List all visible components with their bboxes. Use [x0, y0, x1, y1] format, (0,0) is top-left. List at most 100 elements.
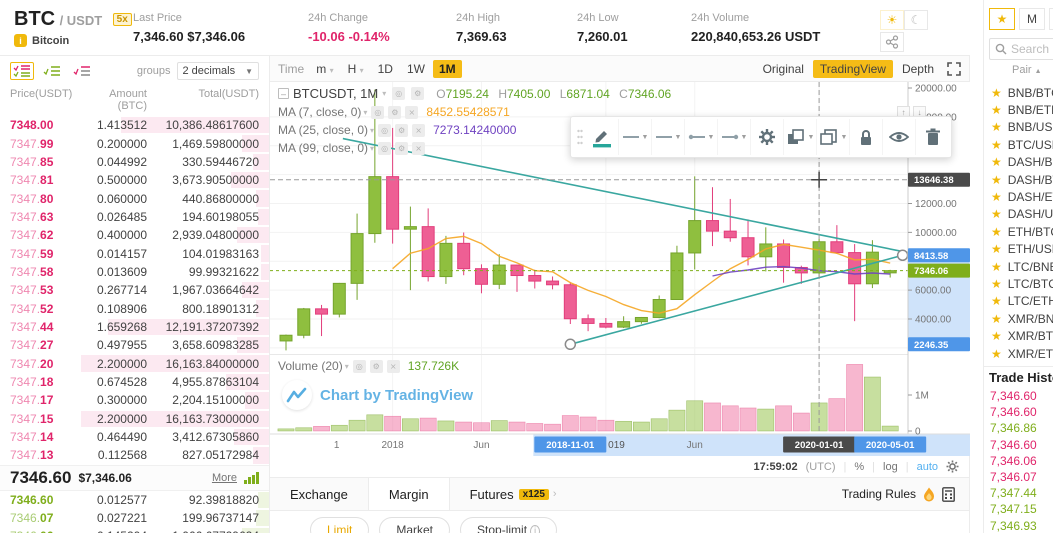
gear-icon[interactable]: ⚙ — [411, 87, 425, 100]
ask-row[interactable]: 7347.80 0.060000 440.86800000 — [0, 189, 269, 207]
star-icon[interactable]: ★ — [991, 242, 1002, 257]
chevron-down-icon[interactable]: ▾ — [382, 89, 387, 98]
pair-list-item[interactable]: ★ DASH/US — [984, 206, 1053, 223]
percent-scale-toggle[interactable]: % — [854, 460, 865, 473]
star-icon[interactable]: ★ — [991, 276, 1002, 291]
view-tradingview[interactable]: TradingView — [812, 59, 893, 78]
pair-list-item[interactable]: ★ XMR/BTC — [984, 327, 1053, 344]
market-tab-b[interactable]: B — [1049, 8, 1053, 30]
ask-row[interactable]: 7347.44 1.659268 12,191.37207392 — [0, 318, 269, 336]
eye-icon[interactable]: ◎ — [378, 123, 392, 137]
trading-rules-link[interactable]: Trading Rules — [842, 478, 969, 510]
view-depth[interactable]: Depth — [901, 61, 934, 76]
pair-list-item[interactable]: ★ BNB/USD — [984, 119, 1053, 136]
limit-pill[interactable]: Limit — [310, 517, 370, 533]
ask-row[interactable]: 7347.53 0.267714 1,967.03664642 — [0, 281, 269, 299]
interval-1w[interactable]: 1W — [406, 61, 425, 76]
star-icon[interactable]: ★ — [991, 207, 1002, 222]
ask-row[interactable]: 7347.20 2.200000 16,163.84000000 — [0, 354, 269, 372]
ask-row[interactable]: 7347.99 0.200000 1,469.59800000 — [0, 134, 269, 152]
gear-icon[interactable]: ⚙ — [388, 105, 402, 119]
star-icon[interactable]: ★ — [991, 294, 1002, 309]
gear-icon[interactable] — [946, 460, 959, 473]
orderbook-sell-icon[interactable] — [70, 62, 94, 80]
pair-list-item[interactable]: ★ BNB/BTC — [984, 84, 1053, 101]
fullscreen-icon[interactable] — [947, 61, 961, 76]
ask-row[interactable]: 7347.52 0.108906 800.18901312 — [0, 299, 269, 317]
star-icon[interactable]: ★ — [991, 346, 1002, 361]
share-icon[interactable] — [880, 32, 904, 52]
star-icon[interactable]: ★ — [991, 190, 1002, 205]
search-input[interactable] — [1011, 42, 1053, 56]
tab-futures[interactable]: Futures x125 › — [469, 486, 557, 502]
pair-list-item[interactable]: ★ DASH/ET — [984, 188, 1053, 205]
pair-list-item[interactable]: ★ LTC/ETH — [984, 293, 1053, 310]
eye-icon[interactable] — [883, 119, 916, 155]
ask-row[interactable]: 7347.17 0.300000 2,204.15100000 — [0, 391, 269, 409]
close-icon[interactable]: × — [412, 123, 426, 137]
bitcoin-info-icon[interactable]: i — [14, 34, 27, 47]
more-link[interactable]: More — [211, 471, 237, 484]
tab-exchange[interactable]: Exchange — [290, 486, 348, 502]
trade-history-row[interactable]: 7,346.60 — [990, 389, 1037, 404]
ask-row[interactable]: 7347.18 0.674528 4,955.87863104 — [0, 373, 269, 391]
pair-list-item[interactable]: ★ ETH/USD — [984, 241, 1053, 258]
trade-history-row[interactable]: 7,346.07 — [990, 470, 1037, 485]
trash-icon[interactable] — [916, 119, 949, 155]
market-pill[interactable]: Market — [379, 517, 451, 533]
close-icon[interactable]: × — [405, 105, 419, 119]
bid-row[interactable]: 7346.060.1452041,066.67729624 — [0, 527, 269, 533]
trade-history-row[interactable]: 7,347.15 — [990, 502, 1037, 517]
pair-column-header[interactable]: Pair ▲ — [1012, 64, 1042, 76]
clone-icon[interactable]: ▼ — [817, 119, 850, 155]
eye-icon[interactable]: ◎ — [378, 141, 392, 155]
star-icon[interactable]: ★ — [991, 259, 1002, 274]
moon-icon[interactable]: ☾ — [904, 10, 928, 30]
star-icon[interactable]: ★ — [991, 103, 1002, 118]
star-icon[interactable]: ★ — [991, 329, 1002, 344]
drag-handle[interactable] — [573, 116, 586, 158]
pair-list-item[interactable]: ★ ETH/BTC — [984, 223, 1053, 240]
interval-1d[interactable]: 1D — [377, 61, 393, 76]
ask-row[interactable]: 7348.00 1.413512 10,386.48617600 — [0, 116, 269, 134]
depth-bars-icon[interactable] — [244, 471, 259, 484]
favorites-tab[interactable]: ★ — [989, 8, 1015, 30]
trade-history-row[interactable]: 7,346.60 — [990, 405, 1037, 420]
pair-list-item[interactable]: ★ LTC/BNB — [984, 258, 1053, 275]
trade-history-row[interactable]: 7,346.86 — [990, 421, 1037, 436]
ask-row[interactable]: 7347.14 0.464490 3,412.67305860 — [0, 428, 269, 446]
view-original[interactable]: Original — [762, 61, 804, 76]
calculator-icon[interactable] — [942, 486, 955, 502]
gear-icon[interactable]: ⚙ — [395, 141, 409, 155]
auto-scale-toggle[interactable]: auto — [916, 460, 938, 473]
price-chart-canvas[interactable]: 20000.0018000.0012000.0010000.006000.004… — [270, 82, 970, 456]
gear-icon[interactable]: ⚙ — [395, 123, 409, 137]
ask-row[interactable]: 7347.59 0.014157 104.01983163 — [0, 244, 269, 262]
horizontal-line-icon[interactable]: ▼ — [652, 119, 685, 155]
brush-icon[interactable] — [586, 119, 619, 155]
star-icon[interactable]: ★ — [991, 120, 1002, 135]
ray-line-icon[interactable]: ▼ — [685, 119, 718, 155]
ask-row[interactable]: 7347.27 0.497955 3,658.60983285 — [0, 336, 269, 354]
ask-row[interactable]: 7347.81 0.500000 3,673.90500000 — [0, 171, 269, 189]
layers-icon[interactable]: ▼ — [784, 119, 817, 155]
market-tab-m[interactable]: M — [1019, 8, 1045, 30]
interval-m[interactable]: m ▾ — [316, 61, 334, 76]
trade-history-row[interactable]: 7,346.60 — [990, 437, 1037, 452]
bid-row[interactable]: 7346.07 0.027221 199.96737147 — [0, 509, 269, 527]
ask-row[interactable]: 7347.63 0.026485 194.60198055 — [0, 208, 269, 226]
pane-down-button[interactable]: ↓ — [913, 106, 926, 119]
collapse-icon[interactable]: – — [278, 88, 289, 99]
bid-row[interactable]: 7346.60 0.012577 92.39818820 — [0, 491, 269, 509]
pair-list-item[interactable]: ★ XMR/BNB — [984, 310, 1053, 327]
star-icon[interactable]: ★ — [991, 311, 1002, 326]
decimals-dropdown[interactable]: 2 decimals ▼ — [176, 62, 259, 80]
interval-h[interactable]: H ▾ — [347, 61, 364, 76]
tab-margin[interactable]: Margin — [367, 478, 450, 510]
ask-row[interactable]: 7347.13 0.112568 827.05172984 — [0, 446, 269, 464]
gear-icon[interactable] — [751, 119, 784, 155]
eye-icon[interactable]: ◎ — [392, 87, 406, 100]
timezone[interactable]: (UTC) — [805, 460, 836, 473]
star-icon[interactable]: ★ — [991, 172, 1002, 187]
orderbook-both-icon[interactable] — [10, 62, 34, 80]
